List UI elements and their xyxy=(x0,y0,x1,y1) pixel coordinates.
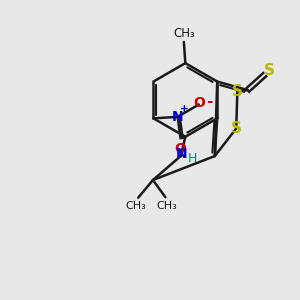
Text: N: N xyxy=(172,110,183,124)
Text: O: O xyxy=(175,142,187,156)
Text: CH₃: CH₃ xyxy=(156,201,177,211)
Text: CH₃: CH₃ xyxy=(125,201,146,211)
Text: S: S xyxy=(263,63,274,78)
Text: CH₃: CH₃ xyxy=(173,27,195,40)
Text: H: H xyxy=(188,152,197,165)
Text: N: N xyxy=(176,147,188,161)
Text: S: S xyxy=(232,84,243,99)
Text: O: O xyxy=(194,96,205,110)
Text: S: S xyxy=(231,121,242,136)
Text: +: + xyxy=(180,103,188,114)
Text: -: - xyxy=(206,94,212,109)
